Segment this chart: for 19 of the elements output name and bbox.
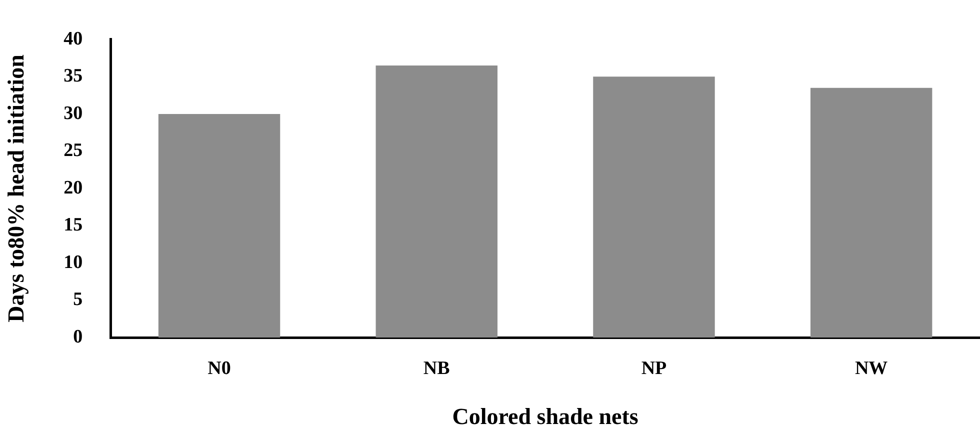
x-tick-label: N0 [208,358,231,379]
y-tick-label: 20 [64,177,83,198]
y-axis-title: Days to80% head initiation [4,54,29,322]
bar [376,65,498,338]
x-tick-label: NP [641,358,668,379]
y-tick-label: 35 [64,66,83,87]
y-tick-label: 10 [64,252,83,273]
y-tick-label: 25 [64,140,83,162]
bar [158,114,280,338]
x-tick-label: NB [423,358,450,379]
x-tick-label: NW [854,358,888,379]
y-tick-label: 15 [64,214,83,236]
bar [810,88,932,338]
x-axis-title: Colored shade nets [452,404,638,430]
y-tick-label: 5 [73,289,83,310]
y-tick-label: 30 [64,102,83,124]
y-tick-label: 0 [73,326,83,348]
y-tick-label: 40 [64,28,83,50]
bar [593,76,715,338]
